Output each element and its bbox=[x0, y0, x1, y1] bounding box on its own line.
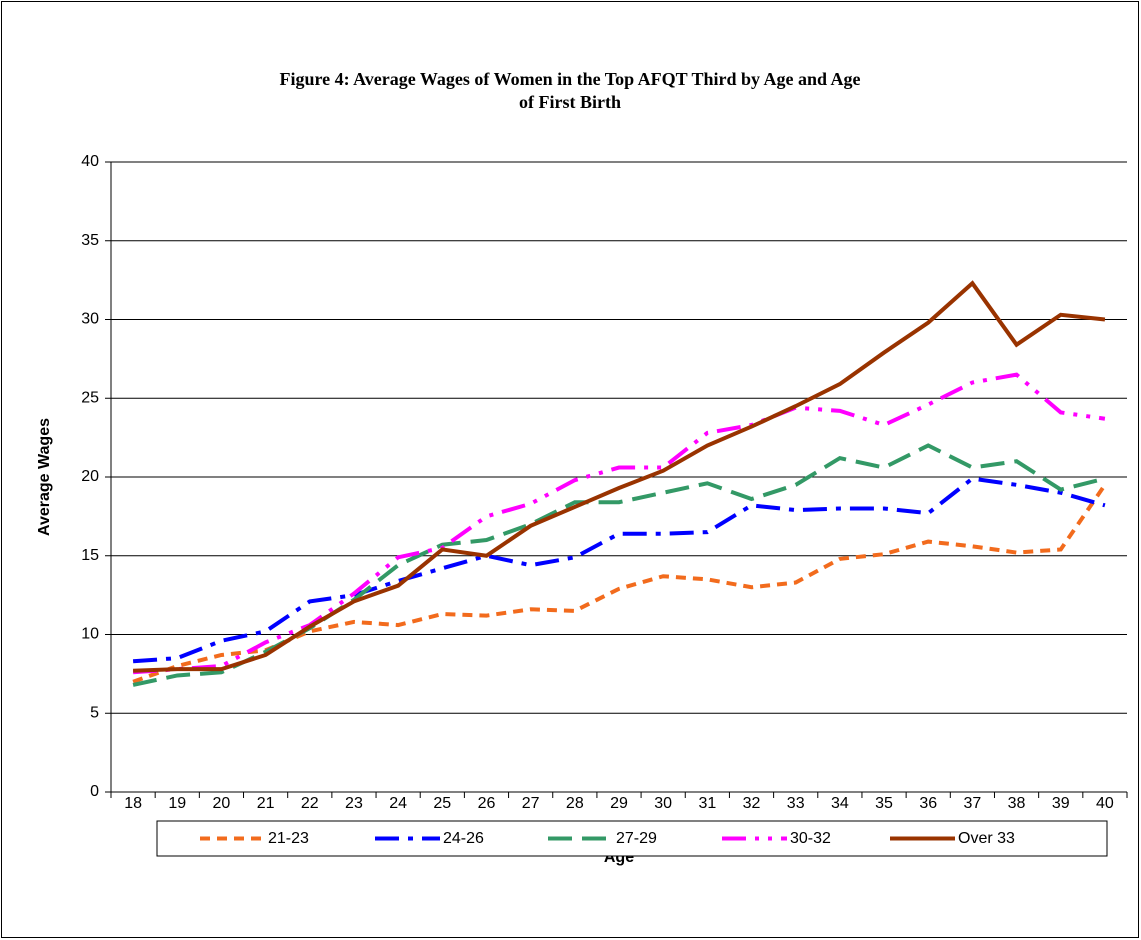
x-tick-label: 29 bbox=[610, 795, 628, 812]
x-tick-label: 30 bbox=[654, 795, 672, 812]
y-tick-label: 20 bbox=[81, 468, 99, 485]
legend-label: Over 33 bbox=[958, 830, 1015, 847]
x-tick-label: 23 bbox=[345, 795, 363, 812]
y-tick-label: 15 bbox=[81, 547, 99, 564]
x-tick-label: 25 bbox=[433, 795, 451, 812]
x-tick-label: 34 bbox=[831, 795, 849, 812]
x-tick-label: 38 bbox=[1008, 795, 1026, 812]
x-tick-label: 20 bbox=[213, 795, 231, 812]
series-line bbox=[132, 476, 1106, 664]
legend-label: 27-29 bbox=[616, 830, 657, 847]
x-tick-label: 40 bbox=[1096, 795, 1114, 812]
chart-title: Figure 4: Average Wages of Women in the … bbox=[279, 69, 861, 112]
x-tick-label: 27 bbox=[522, 795, 540, 812]
y-tick-label: 0 bbox=[90, 783, 99, 800]
x-tick-label: 24 bbox=[389, 795, 407, 812]
x-tick-label: 28 bbox=[566, 795, 584, 812]
y-tick-label: 35 bbox=[81, 232, 99, 249]
x-tick-label: 35 bbox=[875, 795, 893, 812]
x-tick-label: 26 bbox=[478, 795, 496, 812]
series-line bbox=[133, 280, 1106, 673]
x-tick-label: 19 bbox=[168, 795, 186, 812]
y-tick-label: 30 bbox=[81, 311, 99, 328]
title-box: Figure 4: Average Wages of Women in the … bbox=[279, 69, 861, 112]
legend-label: 21-23 bbox=[268, 830, 309, 847]
y-tick-label: 25 bbox=[81, 389, 99, 406]
x-tick-label: 18 bbox=[124, 795, 142, 812]
x-tick-label: 22 bbox=[301, 795, 319, 812]
x-tick-label: 39 bbox=[1052, 795, 1070, 812]
x-tick-label: 36 bbox=[919, 795, 937, 812]
y-tick-label: 40 bbox=[81, 153, 99, 170]
legend-label: 30-32 bbox=[790, 830, 831, 847]
series-line bbox=[132, 372, 1106, 675]
x-tick-label: 33 bbox=[787, 795, 805, 812]
y-axis-title: Average Wages bbox=[36, 418, 53, 536]
x-tick-label: 31 bbox=[698, 795, 716, 812]
x-tick-label: 21 bbox=[257, 795, 275, 812]
y-tick-label: 10 bbox=[81, 626, 99, 643]
y-tick-label: 5 bbox=[90, 704, 99, 721]
x-tick-label: 37 bbox=[963, 795, 981, 812]
series-line bbox=[132, 483, 1107, 684]
x-tick-label: 32 bbox=[743, 795, 761, 812]
legend-label: 24-26 bbox=[443, 830, 484, 847]
